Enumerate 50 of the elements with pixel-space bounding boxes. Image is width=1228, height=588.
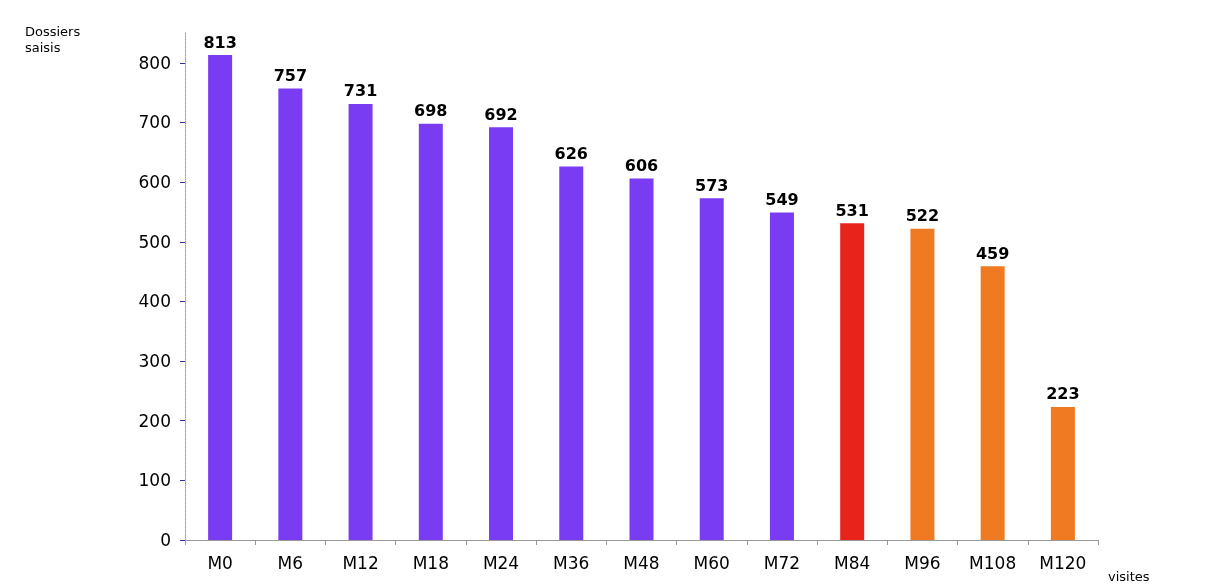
bar	[699, 198, 724, 540]
bar	[629, 178, 654, 540]
y-tick-label: 200	[138, 410, 171, 431]
bar	[559, 166, 584, 540]
bar	[418, 123, 443, 540]
data-label: 549	[765, 190, 799, 210]
x-tick-label: M96	[904, 552, 941, 573]
data-label: 692	[484, 104, 518, 124]
x-tick-label: M60	[693, 552, 730, 573]
data-label: 698	[414, 101, 448, 121]
x-tick-label: M84	[834, 552, 871, 573]
y-tick-label: 500	[138, 231, 171, 252]
x-tick-label: M6	[277, 552, 304, 573]
y-tick-label: 800	[138, 52, 171, 73]
data-label: 606	[624, 156, 659, 176]
data-label: 813	[203, 32, 237, 52]
bar	[1050, 406, 1075, 540]
x-tick-label: M120	[1039, 552, 1087, 573]
bar	[278, 88, 303, 540]
y-tick-label: 400	[138, 291, 171, 312]
data-label: 522	[905, 206, 940, 226]
x-tick-label: M108	[969, 552, 1017, 573]
x-axis-title: visites	[1108, 569, 1150, 584]
x-tick-label: M24	[482, 552, 520, 573]
x-tick-label: M36	[553, 552, 590, 573]
y-axis-title: Dossiers saisis	[25, 23, 85, 55]
bar	[910, 228, 935, 540]
data-label: 531	[835, 200, 869, 220]
y-tick-label: 0	[160, 530, 171, 550]
y-tick-label: 700	[138, 112, 171, 133]
bar	[769, 212, 794, 540]
y-tick-label: 300	[138, 351, 171, 372]
data-label: 626	[554, 144, 588, 164]
bar	[489, 127, 514, 540]
y-tick-label: 600	[138, 172, 171, 193]
data-label: 757	[273, 65, 308, 85]
bar	[348, 103, 373, 540]
data-label: 573	[695, 175, 729, 195]
data-label: 223	[1046, 384, 1080, 404]
x-tick-label: M12	[342, 552, 379, 573]
bar	[980, 266, 1005, 540]
y-tick-label: 100	[138, 470, 171, 491]
x-tick-label: M48	[623, 552, 660, 573]
data-label: 459	[975, 243, 1010, 263]
bar	[840, 223, 865, 540]
x-tick-label: M0	[207, 552, 233, 573]
x-tick-label: M18	[412, 552, 449, 573]
data-label: 731	[343, 81, 378, 101]
x-tick-label: M72	[763, 552, 801, 573]
bar	[208, 55, 233, 540]
